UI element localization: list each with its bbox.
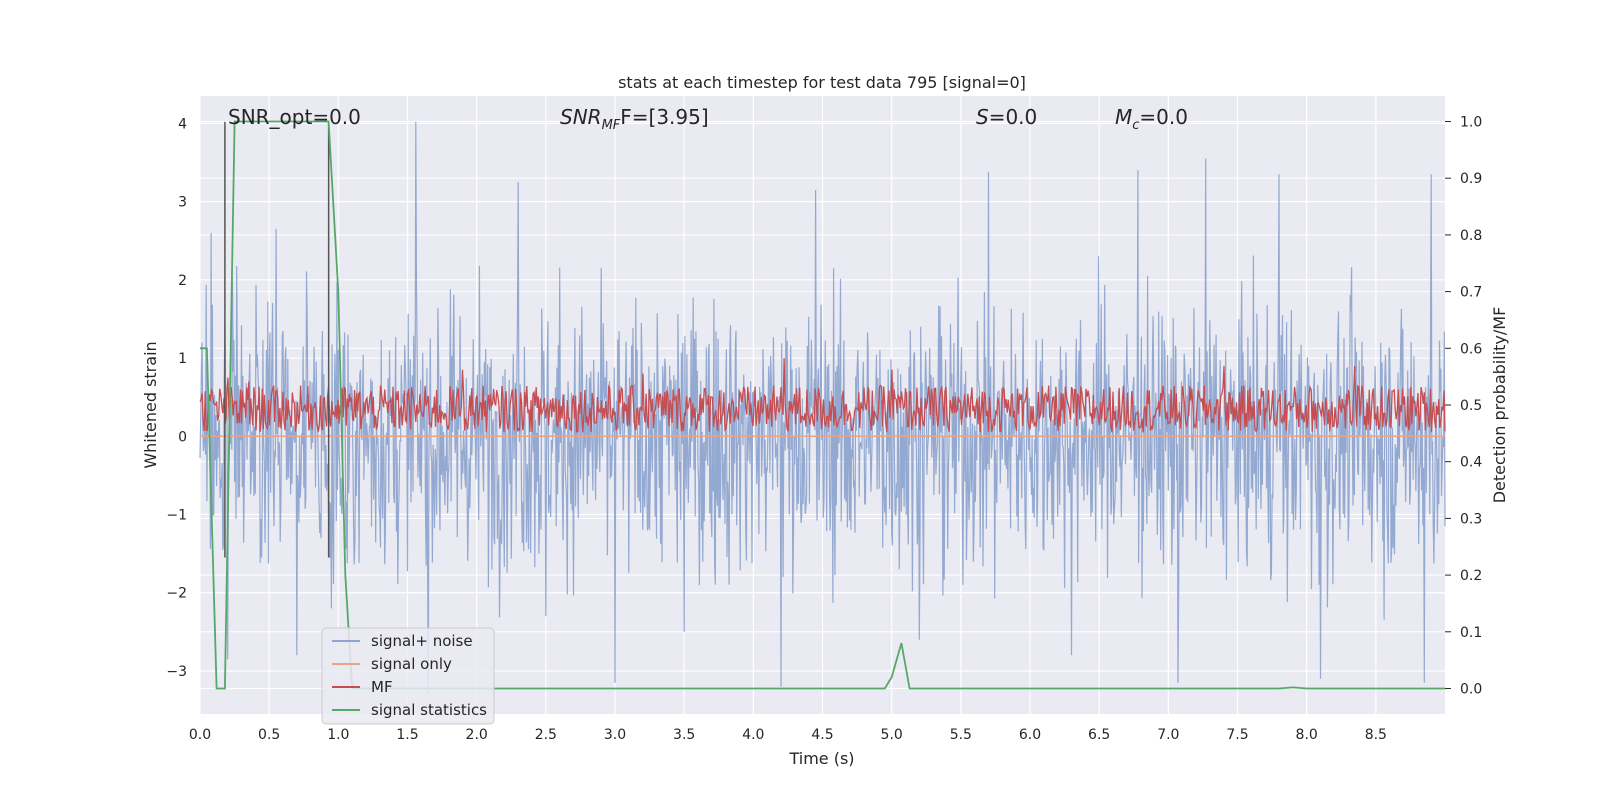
x-tick-label: 8.5 — [1365, 727, 1387, 743]
annotation-mc-value: =0.0 — [1139, 105, 1188, 129]
y2-tick-label: 0.4 — [1460, 455, 1482, 471]
x-tick-label: 7.0 — [1157, 727, 1179, 743]
x-tick-label: 6.5 — [1088, 727, 1110, 743]
y2-tick-label: 0.3 — [1460, 511, 1482, 527]
y-axis-label: Whitened strain — [141, 341, 160, 468]
x-tick-label: 3.5 — [673, 727, 695, 743]
x-tick-label: 0.5 — [258, 727, 280, 743]
y2-tick-label: 0.9 — [1460, 171, 1482, 187]
annotation-mc-label: M — [1115, 105, 1132, 129]
y-tick-label: −2 — [166, 586, 187, 602]
y-tick-label: −3 — [166, 664, 187, 680]
x-tick-label: 2.0 — [466, 727, 488, 743]
y2-tick-label: 0.6 — [1460, 341, 1482, 357]
legend-label-signal-statistics: signal statistics — [371, 701, 487, 719]
series-mf — [199, 358, 1446, 434]
y-tick-label: 1 — [178, 351, 187, 367]
x-tick-label: 1.5 — [396, 727, 418, 743]
x-tick-label: 4.0 — [742, 727, 764, 743]
y2-tick-label: 0.5 — [1460, 398, 1482, 414]
annotation-mc: Mc=0.0 — [1115, 105, 1188, 133]
x-tick-label: 7.5 — [1226, 727, 1248, 743]
annotation-mc-sub: c — [1132, 118, 1139, 133]
y-tick-label: 4 — [178, 116, 187, 132]
y2-tick-label: 0.7 — [1460, 285, 1482, 301]
legend-label-mf: MF — [371, 678, 393, 696]
y2-tick-label: 1.0 — [1460, 115, 1482, 131]
x-tick-label: 8.0 — [1296, 727, 1318, 743]
annotation-s-value: =0.0 — [989, 105, 1038, 129]
annotation-snr-mf-value: F=[3.95] — [620, 105, 708, 129]
x-tick-label: 5.5 — [950, 727, 972, 743]
annotation-snr-opt: SNR_opt=0.0 — [228, 105, 361, 129]
series-signal-noise — [199, 121, 1446, 695]
y-tick-label: 3 — [178, 195, 187, 211]
x-tick-labels: 0.0 0.5 1.0 1.5 2.0 2.5 3.0 3.5 4.0 4.5 5.0 5.5 6.0 6… — [189, 727, 1387, 743]
legend-box — [321, 627, 495, 725]
chart-title: stats at each timestep for test data 795… — [618, 73, 1026, 92]
legend-label-signal-only: signal only — [371, 655, 452, 673]
x-axis-label: Time (s) — [788, 749, 854, 768]
x-tick-label: 6.0 — [1019, 727, 1041, 743]
x-tick-label: 5.0 — [881, 727, 903, 743]
legend-label-signal-noise: signal+ noise — [371, 632, 473, 650]
y2-tick-labels: 1.0 0.9 0.8 0.7 0.6 0.5 0.4 0.3 0.2 0.1 0.0 — [1445, 115, 1482, 697]
y2-tick-label: 0.2 — [1460, 568, 1482, 584]
annotation-snr-mf-sub: MF — [602, 118, 621, 133]
x-tick-label: 4.5 — [811, 727, 833, 743]
legend: signal+ noise signal only MF signal stat… — [321, 627, 495, 725]
x-tick-label: 2.5 — [535, 727, 557, 743]
y-tick-labels: 4 3 2 1 0 −1 −2 −3 — [166, 116, 187, 680]
y-tick-label: 2 — [178, 273, 187, 289]
y2-tick-label: 0.8 — [1460, 228, 1482, 244]
x-tick-label: 3.0 — [604, 727, 626, 743]
annotation-s-label: S — [976, 105, 989, 129]
x-tick-label: 0.0 — [189, 727, 211, 743]
annotation-snr-mf-label: SNR — [560, 105, 602, 129]
annotation-s: S=0.0 — [976, 105, 1037, 129]
y-tick-label: 0 — [178, 429, 187, 445]
y2-axis-label: Detection probability/MF — [1490, 307, 1509, 504]
y2-tick-label: 0.1 — [1460, 625, 1482, 641]
annotation-snr-mf: SNRMFF=[3.95] — [560, 105, 709, 133]
x-tick-label: 1.0 — [327, 727, 349, 743]
data-layer — [199, 120, 1446, 695]
y2-tick-label: 0.0 — [1460, 681, 1482, 697]
y-tick-label: −1 — [166, 508, 187, 524]
